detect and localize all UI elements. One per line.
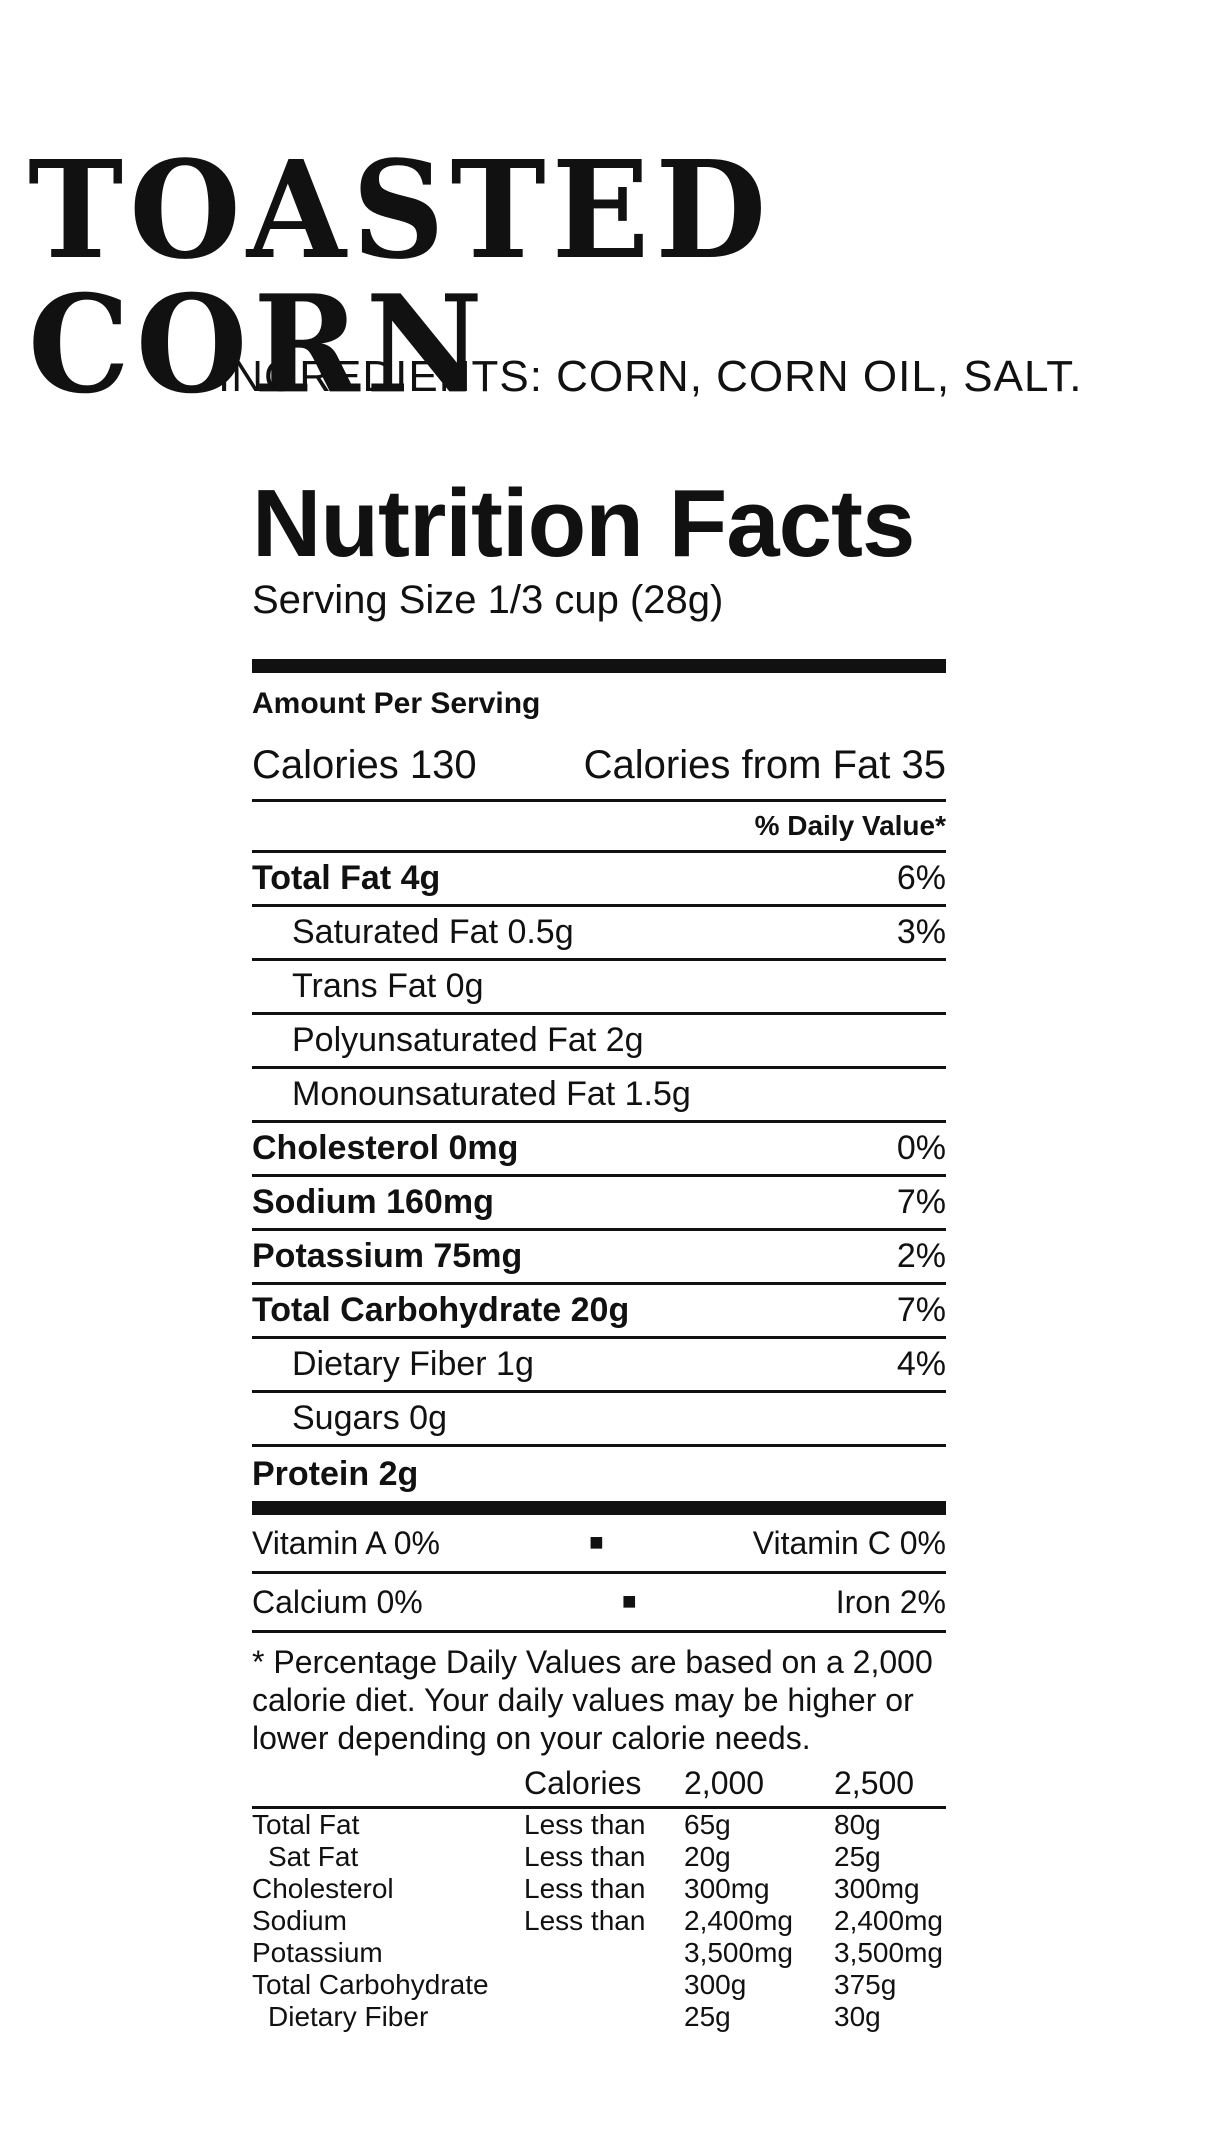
nutrient-label: Sodium 160mg — [252, 1183, 494, 1221]
product-title: TOASTED CORN — [28, 132, 773, 424]
nutrient-label: Sugars 0g — [292, 1399, 447, 1437]
nutrient-label: Saturated Fat 0.5g — [292, 913, 574, 951]
nutrient-dv: 6% — [896, 859, 946, 897]
nutrient-row: Monounsaturated Fat 1.5g — [252, 1069, 946, 1123]
nutrient-label: Polyunsaturated Fat 2g — [292, 1021, 644, 1059]
ingredients-line: INGREDIENTS: CORN, CORN OIL, SALT. — [218, 352, 1083, 401]
nutrient-row: Polyunsaturated Fat 2g — [252, 1015, 946, 1069]
nutrient-label: Dietary Fiber 1g — [292, 1345, 534, 1383]
vitamin-right: Vitamin C 0% — [752, 1524, 946, 1561]
nutrient-dv: 3% — [896, 913, 946, 951]
table-row: Total Carbohydrate 300g 375g — [252, 1969, 897, 2000]
table-row: Cholesterol Less than 300mg 300mg — [252, 1873, 920, 1904]
nutrition-facts-title: Nutrition Facts — [252, 470, 915, 577]
daily-value-header: % Daily Value* — [252, 802, 946, 853]
vitamin-row: Vitamin A 0% ■ Vitamin C 0% — [252, 1515, 946, 1574]
nutrient-row: Protein 2g — [252, 1447, 946, 1501]
calories-value: Calories 130 — [252, 742, 477, 787]
header-cell: 2,500 — [834, 1765, 915, 1801]
table-header: Calories 2,000 2,500 — [252, 1765, 946, 1809]
nutrient-row: Saturated Fat 0.5g 3% — [252, 907, 946, 961]
bullet-icon: ■ — [589, 1529, 604, 1556]
calories-from-fat: Calories from Fat 35 — [583, 742, 946, 787]
nutrient-row: Cholesterol 0mg 0% — [252, 1123, 946, 1177]
nutrient-row: Dietary Fiber 1g 4% — [252, 1339, 946, 1393]
header-cell: 2,000 — [684, 1765, 765, 1801]
table-row: Sat Fat Less than 20g 25g — [268, 1841, 881, 1872]
table-row: Dietary Fiber 25g 30g — [268, 2001, 881, 2032]
vitamin-left: Calcium 0% — [252, 1583, 423, 1620]
nutrient-dv: 7% — [896, 1291, 946, 1329]
nutrient-row: Total Carbohydrate 20g 7% — [252, 1285, 946, 1339]
table-row: Sodium Less than 2,400mg 2,400mg — [252, 1905, 943, 1936]
nutrient-dv: 4% — [896, 1345, 946, 1383]
bullet-icon: ■ — [621, 1588, 637, 1615]
thick-divider — [252, 1501, 946, 1515]
serving-size: Serving Size 1/3 cup (28g) — [252, 578, 724, 622]
nutrient-row: Potassium 75mg 2% — [252, 1231, 946, 1285]
nutrient-dv: 7% — [896, 1183, 946, 1221]
nutrient-dv: 0% — [896, 1129, 946, 1167]
nutrient-label: Monounsaturated Fat 1.5g — [292, 1075, 691, 1113]
nutrient-row: Trans Fat 0g — [252, 961, 946, 1015]
vitamin-row: Calcium 0% ■ Iron 2% — [252, 1574, 946, 1633]
nutrient-row: Sodium 160mg 7% — [252, 1177, 946, 1231]
thick-divider — [252, 659, 946, 673]
daily-values-table: Calories 2,000 2,500 Total Fat Less than 6… — [252, 1765, 946, 2033]
nutrient-label: Potassium 75mg — [252, 1237, 523, 1275]
nutrient-label: Total Fat 4g — [252, 859, 441, 897]
nutrient-label: Protein 2g — [252, 1454, 419, 1493]
nutrient-label: Total Carbohydrate 20g — [252, 1291, 630, 1329]
nutrient-label: Trans Fat 0g — [292, 967, 484, 1005]
table-row: Total Fat Less than 65g 80g — [252, 1809, 881, 1840]
nutrient-row: Total Fat 4g 6% — [252, 853, 946, 907]
daily-value-footnote: * Percentage Daily Values are based on a… — [252, 1644, 933, 1756]
table-row: Potassium 3,500mg 3,500mg — [252, 1937, 943, 1968]
nutrient-label: Cholesterol 0mg — [252, 1129, 519, 1167]
nutrient-row: Sugars 0g — [252, 1393, 946, 1447]
amount-per-serving: Amount Per Serving — [252, 687, 541, 720]
vitamin-right: Iron 2% — [835, 1583, 946, 1620]
calories-row: Calories 130 Calories from Fat 35 — [252, 731, 946, 802]
nutrition-facts-panel: Nutrition Facts Serving Size 1/3 cup (28… — [252, 470, 946, 2033]
vitamin-left: Vitamin A 0% — [252, 1524, 440, 1561]
nutrient-dv: 2% — [896, 1237, 946, 1275]
header-cell: Calories — [524, 1765, 642, 1801]
